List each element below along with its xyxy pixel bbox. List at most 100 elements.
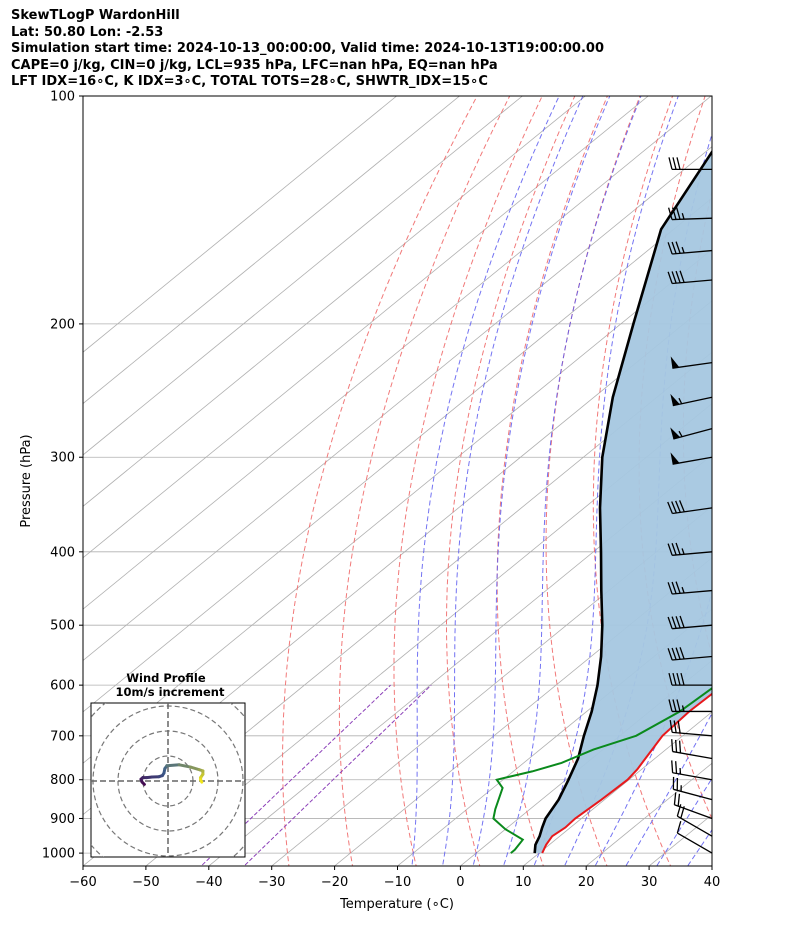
barb-full-flag <box>679 270 685 283</box>
wind-barb <box>672 776 713 801</box>
dry-adiabat-line <box>446 96 576 866</box>
isotherm-line <box>83 146 712 661</box>
wind-barb <box>667 647 713 661</box>
barb-shaft <box>672 217 713 221</box>
barb-full-flag <box>671 271 677 284</box>
wind-barb <box>667 542 713 556</box>
dewpoint-line <box>492 687 712 854</box>
barb-full-flag <box>675 241 681 254</box>
barb-full-flag <box>675 616 681 629</box>
title-latlon: Lat: 50.80 Lon: -2.53 <box>11 24 164 40</box>
dry-adiabat-line <box>726 96 794 869</box>
wind-barbs <box>667 157 713 854</box>
x-tick-label: 0 <box>456 875 464 890</box>
barb-shaft <box>672 507 713 515</box>
y-tick-label: 300 <box>50 451 75 466</box>
barb-full-flag <box>679 615 685 628</box>
hodograph-segment <box>165 763 181 768</box>
barb-full-flag <box>667 582 673 595</box>
barb-shaft <box>672 456 713 465</box>
barb-half-flag <box>681 705 685 712</box>
wind-barb <box>667 207 713 221</box>
temperature-line <box>541 692 712 854</box>
wind-barb <box>667 581 713 595</box>
barb-half-flag <box>678 397 683 405</box>
wind-barb <box>667 500 713 515</box>
barb-full-flag <box>671 501 677 514</box>
barb-full-flag <box>667 616 673 629</box>
isotherm-line <box>271 505 712 866</box>
barb-full-flag <box>672 157 677 170</box>
profile-lines <box>492 149 712 854</box>
y-tick-label: 700 <box>50 729 75 744</box>
x-tick-label: 40 <box>704 875 721 890</box>
isotherm-line <box>83 96 712 610</box>
dry-adiabat-line <box>545 96 641 866</box>
x-axis-ticks: −60 −50 −40 −30 −20 −10 0 10 20 30 40 <box>69 866 720 890</box>
x-tick-label: 20 <box>578 875 595 890</box>
wind-barb <box>668 672 712 686</box>
barb-full-flag <box>676 157 681 170</box>
barb-full-flag <box>675 739 678 753</box>
y-tick-label: 400 <box>50 545 75 560</box>
barb-shaft <box>672 750 713 760</box>
chart-title-block: SkewTLogP WardonHill Lat: 50.80 Lon: -2.… <box>11 8 604 91</box>
hodograph-segment <box>177 763 192 769</box>
wind-barb <box>667 270 713 285</box>
barb-full-flag <box>675 500 681 513</box>
barb-full-flag <box>669 720 673 733</box>
barb-full-flag <box>671 207 677 220</box>
barb-shaft <box>672 655 713 661</box>
barb-full-flag <box>667 242 673 255</box>
barb-full-flag <box>677 793 681 807</box>
wind-barb <box>670 452 713 465</box>
wind-barb <box>670 427 713 440</box>
moist-adiabat-line <box>714 83 794 873</box>
y-tick-label: 100 <box>50 90 75 105</box>
barb-full-flag <box>676 821 682 834</box>
y-axis-ticks: 100 200 300 400 500 600 700 800 900 1000 <box>42 90 83 862</box>
barb-full-flag <box>668 157 673 170</box>
barb-full-flag <box>671 739 674 752</box>
isotherm-line <box>83 96 461 405</box>
y-tick-label: 900 <box>50 812 75 827</box>
barb-full-flag <box>667 501 673 514</box>
barb-full-flag <box>679 647 685 660</box>
barb-shaft <box>672 551 713 556</box>
hodograph-plot <box>91 703 245 857</box>
barb-shaft <box>672 279 713 285</box>
barb-full-flag <box>678 740 682 754</box>
y-axis-label: Pressure (hPa) <box>19 434 34 527</box>
wind-barb <box>673 792 713 820</box>
barb-full-flag <box>672 699 677 712</box>
barb-half-flag <box>678 430 683 437</box>
wind-barb <box>669 720 713 737</box>
wind-barb <box>676 821 713 854</box>
x-tick-label: −10 <box>384 875 411 890</box>
wind-barb <box>668 699 712 713</box>
parcel-area-fill <box>534 151 712 854</box>
dry-adiabat-line <box>393 96 543 866</box>
barb-pennant <box>670 393 680 406</box>
barb-pennant <box>670 356 680 369</box>
hodograph-segment <box>199 778 204 784</box>
title-cape-cin: CAPE=0 j/kg, CIN=0 j/kg, LCL=935 hPa, LF… <box>11 57 498 73</box>
barb-shaft <box>674 804 713 820</box>
barb-pennant <box>670 452 680 465</box>
barb-full-flag <box>671 647 677 660</box>
barb-shaft <box>672 589 713 595</box>
barb-full-flag <box>675 207 681 220</box>
barb-full-flag <box>675 647 681 660</box>
isotherm-line <box>83 96 398 353</box>
barb-shaft <box>673 788 713 801</box>
barb-full-flag <box>668 699 673 712</box>
barb-full-flag <box>673 792 677 805</box>
title-indices: LFT IDX=16∘C, K IDX=3∘C, TOTAL TOTS=28∘C… <box>11 74 488 89</box>
barb-full-flag <box>667 271 673 284</box>
barb-full-flag <box>680 672 685 686</box>
barb-shaft <box>677 815 713 837</box>
x-tick-label: −30 <box>258 875 285 890</box>
title-times: Simulation start time: 2024-10-13_00:00:… <box>11 41 604 56</box>
barb-pennant <box>670 427 681 439</box>
